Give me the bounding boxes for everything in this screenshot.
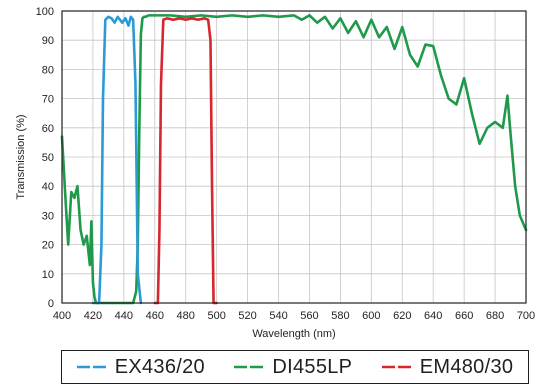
legend-label-ex436-20: EX436/20: [114, 355, 205, 378]
x-tick-label: 420: [84, 310, 102, 322]
y-tick-label: 30: [42, 210, 54, 222]
y-tick-label: 20: [42, 240, 54, 252]
grid: [61, 10, 527, 304]
series-line-ex436-20: [91, 15, 143, 305]
legend-item-di455lp: DI455LP: [234, 356, 352, 379]
x-tick-label: 540: [269, 310, 287, 322]
x-axis-label: Wavelength (nm): [252, 328, 335, 340]
x-tick-label: 640: [424, 310, 442, 322]
legend-item-em480-30: EM480/30: [381, 355, 514, 379]
x-tick-label: 580: [331, 310, 349, 322]
plot-frame: [61, 10, 527, 304]
x-tick-label: 680: [486, 310, 504, 322]
legend-item-ex436-20: EX436/20: [76, 355, 205, 379]
series-line-di455lp: [60, 14, 528, 305]
y-tick-labels: 0 10 20 30 40 50 60 70 80 90 100: [36, 6, 54, 310]
y-tick-label: 60: [42, 123, 54, 135]
x-tick-label: 480: [177, 310, 195, 322]
legend-label-em480-30: EM480/30: [419, 355, 514, 378]
y-tick-label: 80: [42, 64, 54, 76]
series-line-em480-30: [153, 17, 218, 305]
y-tick-label: 90: [42, 35, 54, 47]
x-tick-label: 460: [146, 310, 164, 322]
y-tick-label: 70: [42, 94, 54, 106]
x-tick-label: 440: [115, 310, 133, 322]
y-tick-label: 50: [42, 152, 54, 164]
x-tick-label: 700: [517, 310, 535, 322]
legend: EX436/20 DI455LP EM480/30: [61, 350, 529, 384]
x-tick-label: 620: [393, 310, 411, 322]
y-axis-label: Transmission (%): [15, 114, 27, 199]
x-tick-label: 520: [238, 310, 256, 322]
legend-swatch-em480-30: [381, 365, 412, 369]
y-tick-label: 40: [42, 181, 54, 193]
y-tick-label: 10: [42, 269, 54, 281]
chart-area: 400 420 440 460 480 500 520 540 560 580 600 620 640 6…: [15, 6, 535, 340]
y-tick-label: 0: [48, 298, 54, 310]
x-tick-label: 660: [455, 310, 473, 322]
legend-swatch-di455lp: [234, 365, 265, 369]
legend-swatch-ex436-20: [76, 365, 107, 369]
y-tick-label: 100: [36, 6, 54, 18]
x-tick-label: 400: [53, 310, 71, 322]
x-tick-label: 560: [300, 310, 318, 322]
x-tick-labels: 400 420 440 460 480 500 520 540 560 580 600 620 640 6…: [53, 310, 535, 322]
x-tick-label: 500: [207, 310, 225, 322]
legend-label-di455lp: DI455LP: [272, 355, 353, 378]
x-tick-label: 600: [362, 310, 380, 322]
series-lines: [60, 14, 528, 305]
